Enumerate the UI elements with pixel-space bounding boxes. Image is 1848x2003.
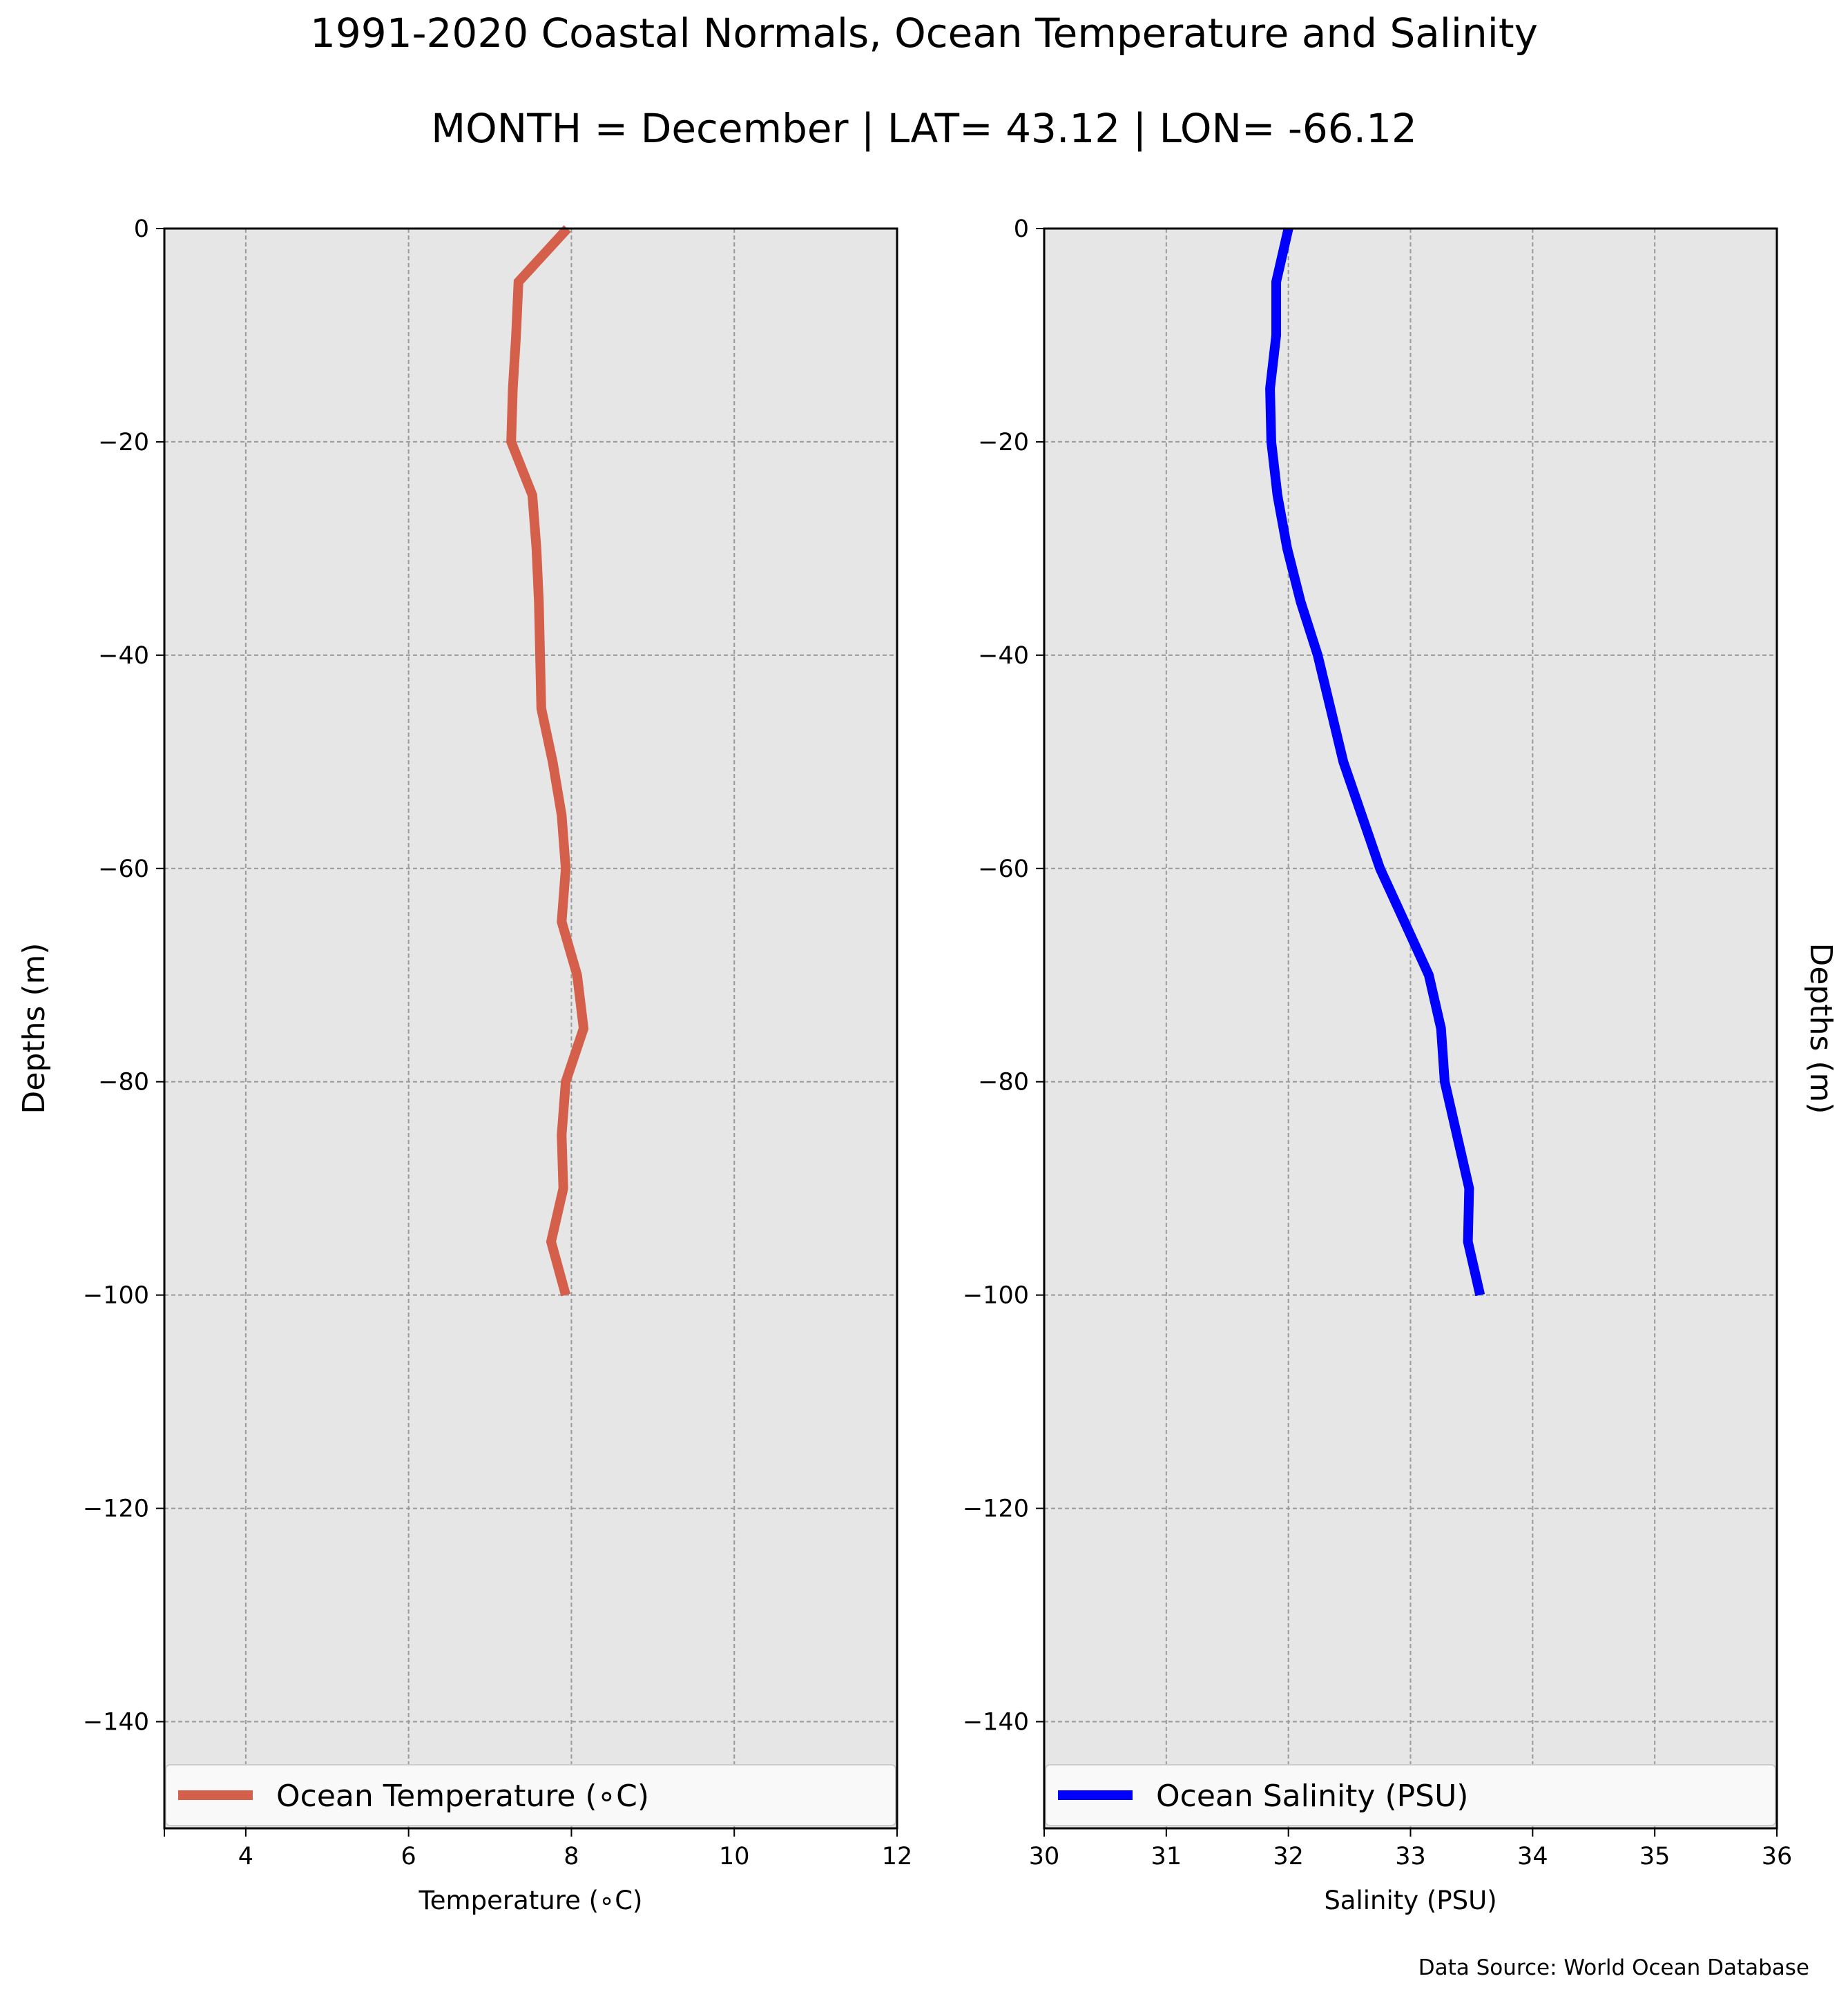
salinity-y-tick-label: −100 xyxy=(963,1282,1029,1310)
salinity-x-tick-label: 35 xyxy=(1639,1843,1671,1870)
salinity-x-axis-label: Salinity (PSU) xyxy=(1324,1886,1496,1915)
salinity-legend-label: Ocean Salinity (PSU) xyxy=(1156,1779,1468,1814)
temperature-x-tick-label: 4 xyxy=(238,1843,253,1870)
temperature-y-tick-label: −60 xyxy=(98,855,149,883)
data-source-note: Data Source: World Ocean Database xyxy=(1418,1955,1809,1980)
chart-title: 1991-2020 Coastal Normals, Ocean Tempera… xyxy=(310,10,1538,57)
salinity-y-tick-label: −140 xyxy=(963,1709,1029,1736)
salinity-x-tick-label: 30 xyxy=(1029,1843,1060,1870)
temperature-y-tick-label: −20 xyxy=(98,429,149,456)
temperature-legend-label: Ocean Temperature (∘C) xyxy=(276,1779,649,1814)
salinity-y-tick-label: −60 xyxy=(978,855,1029,883)
temperature-x-tick-label: 8 xyxy=(564,1843,579,1870)
temperature-series-line xyxy=(506,225,589,1297)
salinity-y-tick-label: 0 xyxy=(1014,215,1029,243)
salinity-x-tick-label: 33 xyxy=(1395,1843,1426,1870)
temperature-y-tick-label: −100 xyxy=(83,1282,149,1310)
temperature-y-tick-label: 0 xyxy=(134,215,149,243)
salinity-plot-area xyxy=(1044,229,1777,1828)
temperature-panel: Ocean Temperature (∘C) 4 6 8 10 12 0 −20 −40 −60 −… xyxy=(17,215,912,1915)
temperature-legend xyxy=(165,1764,896,1826)
temperature-x-tick-label: 10 xyxy=(719,1843,750,1870)
salinity-y-axis-label: Depths (m) xyxy=(1803,942,1838,1114)
salinity-y-tick-label: −40 xyxy=(978,642,1029,670)
salinity-x-tick-label: 36 xyxy=(1762,1843,1793,1870)
temperature-plot-area xyxy=(164,229,897,1828)
temperature-y-axis-label: Depths (m) xyxy=(17,942,52,1114)
temperature-x-tick-label: 12 xyxy=(882,1843,913,1870)
temperature-y-tick-label: −40 xyxy=(98,642,149,670)
temperature-axes-frame xyxy=(163,227,898,1830)
temperature-x-tick-label: 6 xyxy=(401,1843,416,1870)
salinity-x-tick-label: 34 xyxy=(1517,1843,1548,1870)
salinity-panel: Ocean Salinity (PSU) 30 31 32 33 34 35 36 0 −20 −4… xyxy=(963,215,1838,1915)
temperature-y-tick-label: −120 xyxy=(83,1496,149,1523)
temperature-y-tick-label: −140 xyxy=(83,1709,149,1736)
temperature-y-tick-label: −80 xyxy=(98,1069,149,1096)
temperature-x-axis-label: Temperature (∘C) xyxy=(418,1886,642,1915)
salinity-x-tick-label: 32 xyxy=(1273,1843,1304,1870)
salinity-legend xyxy=(1045,1764,1776,1826)
salinity-y-tick-label: −20 xyxy=(978,429,1029,456)
salinity-y-tick-label: −120 xyxy=(963,1496,1029,1523)
chart-subtitle: MONTH = December | LAT= 43.12 | LON= -66… xyxy=(431,105,1417,152)
salinity-y-tick-label: −80 xyxy=(978,1069,1029,1096)
salinity-x-tick-label: 31 xyxy=(1151,1843,1182,1870)
salinity-series-line xyxy=(1265,227,1485,1297)
